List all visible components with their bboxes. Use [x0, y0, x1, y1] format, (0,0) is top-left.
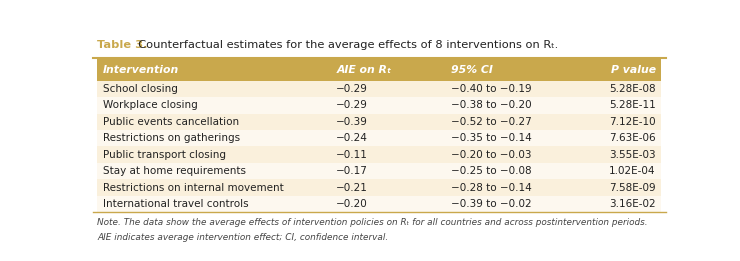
Text: 1.02E-04: 1.02E-04 — [609, 166, 656, 176]
Text: 7.12E-10: 7.12E-10 — [609, 117, 656, 127]
Text: 3.16E-02: 3.16E-02 — [609, 199, 656, 209]
FancyBboxPatch shape — [331, 196, 445, 212]
Text: −0.17: −0.17 — [336, 166, 368, 176]
Text: −0.39 to −0.02: −0.39 to −0.02 — [451, 199, 531, 209]
FancyBboxPatch shape — [571, 179, 662, 196]
FancyBboxPatch shape — [331, 114, 445, 130]
FancyBboxPatch shape — [331, 60, 445, 81]
Text: −0.24: −0.24 — [336, 133, 368, 143]
Text: −0.40 to −0.19: −0.40 to −0.19 — [451, 84, 531, 94]
FancyBboxPatch shape — [445, 97, 571, 114]
Text: −0.21: −0.21 — [336, 183, 368, 193]
Text: Restrictions on internal movement: Restrictions on internal movement — [103, 183, 283, 193]
Text: −0.20: −0.20 — [336, 199, 368, 209]
Text: −0.28 to −0.14: −0.28 to −0.14 — [451, 183, 531, 193]
FancyBboxPatch shape — [571, 146, 662, 163]
FancyBboxPatch shape — [97, 60, 331, 81]
FancyBboxPatch shape — [445, 146, 571, 163]
FancyBboxPatch shape — [445, 60, 571, 81]
Text: Restrictions on gatherings: Restrictions on gatherings — [103, 133, 240, 143]
Text: −0.35 to −0.14: −0.35 to −0.14 — [451, 133, 531, 143]
Text: −0.29: −0.29 — [336, 84, 368, 94]
FancyBboxPatch shape — [97, 146, 331, 163]
Text: Counterfactual estimates for the average effects of 8 interventions on Rₜ.: Counterfactual estimates for the average… — [132, 40, 559, 50]
Text: Public events cancellation: Public events cancellation — [103, 117, 239, 127]
Text: International travel controls: International travel controls — [103, 199, 249, 209]
Text: 95% CI: 95% CI — [451, 65, 493, 75]
Text: −0.11: −0.11 — [336, 150, 368, 160]
FancyBboxPatch shape — [571, 97, 662, 114]
Text: −0.25 to −0.08: −0.25 to −0.08 — [451, 166, 531, 176]
Text: P value: P value — [610, 65, 656, 75]
FancyBboxPatch shape — [331, 146, 445, 163]
Text: −0.20 to −0.03: −0.20 to −0.03 — [451, 150, 531, 160]
Text: Table 3.: Table 3. — [97, 40, 147, 50]
FancyBboxPatch shape — [331, 130, 445, 146]
Text: 3.55E-03: 3.55E-03 — [609, 150, 656, 160]
FancyBboxPatch shape — [331, 179, 445, 196]
FancyBboxPatch shape — [445, 196, 571, 212]
FancyBboxPatch shape — [331, 81, 445, 97]
Text: Public transport closing: Public transport closing — [103, 150, 226, 160]
Text: Workplace closing: Workplace closing — [103, 100, 198, 110]
FancyBboxPatch shape — [97, 114, 331, 130]
Text: 7.58E-09: 7.58E-09 — [609, 183, 656, 193]
FancyBboxPatch shape — [445, 81, 571, 97]
Text: AIE indicates average intervention effect; CI, confidence interval.: AIE indicates average intervention effec… — [97, 234, 388, 242]
FancyBboxPatch shape — [97, 97, 331, 114]
Text: 5.28E-08: 5.28E-08 — [609, 84, 656, 94]
FancyBboxPatch shape — [331, 163, 445, 179]
Text: −0.29: −0.29 — [336, 100, 368, 110]
Text: AIE on Rₜ: AIE on Rₜ — [336, 65, 391, 75]
FancyBboxPatch shape — [97, 196, 331, 212]
FancyBboxPatch shape — [445, 114, 571, 130]
FancyBboxPatch shape — [445, 163, 571, 179]
FancyBboxPatch shape — [331, 97, 445, 114]
FancyBboxPatch shape — [571, 163, 662, 179]
FancyBboxPatch shape — [571, 60, 662, 81]
FancyBboxPatch shape — [445, 130, 571, 146]
Text: 5.28E-11: 5.28E-11 — [609, 100, 656, 110]
Text: −0.38 to −0.20: −0.38 to −0.20 — [451, 100, 531, 110]
Text: 7.63E-06: 7.63E-06 — [609, 133, 656, 143]
FancyBboxPatch shape — [97, 163, 331, 179]
Text: School closing: School closing — [103, 84, 178, 94]
Text: Stay at home requirements: Stay at home requirements — [103, 166, 246, 176]
FancyBboxPatch shape — [571, 81, 662, 97]
Text: −0.52 to −0.27: −0.52 to −0.27 — [451, 117, 531, 127]
FancyBboxPatch shape — [97, 130, 331, 146]
FancyBboxPatch shape — [97, 81, 331, 97]
FancyBboxPatch shape — [571, 130, 662, 146]
FancyBboxPatch shape — [571, 196, 662, 212]
FancyBboxPatch shape — [571, 114, 662, 130]
FancyBboxPatch shape — [445, 179, 571, 196]
Text: −0.39: −0.39 — [336, 117, 368, 127]
FancyBboxPatch shape — [97, 179, 331, 196]
Text: Intervention: Intervention — [103, 65, 179, 75]
Text: Note. The data show the average effects of intervention policies on Rₜ for all c: Note. The data show the average effects … — [97, 218, 648, 227]
